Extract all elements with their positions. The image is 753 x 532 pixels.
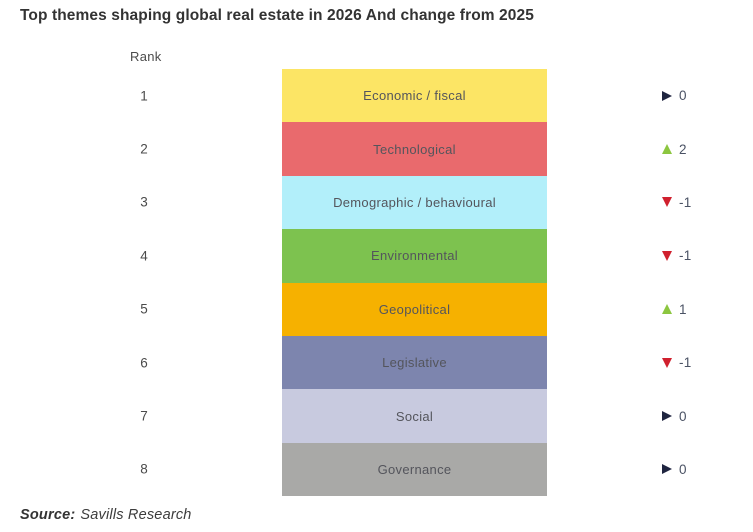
change-value: 0 [679, 88, 687, 104]
change-value: 2 [679, 141, 687, 157]
theme-label: Governance [377, 461, 452, 477]
change-indicator: -1 [662, 176, 692, 229]
rank-label: 8 [140, 461, 148, 477]
theme-bar: Economic / fiscal [282, 69, 547, 123]
theme-label: Geopolitical [378, 301, 451, 317]
theme-row: 2 Technological 2 [0, 122, 753, 176]
change-indicator: -1 [662, 229, 692, 282]
flat-arrow-icon [662, 411, 672, 422]
theme-label: Economic / fiscal [363, 88, 466, 104]
theme-row: 1 Economic / fiscal 0 [0, 69, 753, 123]
change-indicator: 0 [662, 443, 687, 496]
rank-label: 6 [140, 355, 148, 371]
rank-label: 2 [140, 141, 148, 157]
theme-bar: Environmental [282, 229, 547, 283]
theme-row: 5 Geopolitical 1 [0, 282, 753, 336]
change-value: -1 [679, 355, 692, 371]
change-indicator: 0 [662, 69, 687, 122]
rank-label: 7 [140, 408, 148, 424]
up-arrow-icon [662, 304, 672, 315]
rank-label: 1 [140, 88, 148, 104]
change-value: -1 [679, 194, 692, 210]
change-indicator: 2 [662, 122, 687, 175]
flat-arrow-icon [662, 90, 672, 101]
theme-row: 7 Social 0 [0, 389, 753, 443]
change-value: 0 [679, 408, 687, 424]
down-arrow-icon [662, 197, 672, 208]
theme-bar: Demographic / behavioural [282, 175, 547, 230]
flat-arrow-icon [662, 464, 672, 475]
chart-title: Top themes shaping global real estate in… [20, 7, 534, 24]
change-value: 1 [679, 301, 687, 317]
theme-row: 4 Environmental -1 [0, 229, 753, 283]
down-arrow-icon [662, 250, 672, 261]
rank-label: 3 [140, 194, 148, 210]
change-value: -1 [679, 248, 692, 264]
up-arrow-icon [662, 144, 672, 155]
theme-bar: Technological [282, 122, 547, 176]
theme-label: Legislative [382, 355, 447, 371]
theme-row: 6 Legislative -1 [0, 335, 753, 390]
theme-bar: Legislative [282, 335, 547, 390]
source-text: Savills Research [80, 507, 192, 523]
theme-rows: 1 Economic / fiscal 0 2 Technological 2 … [0, 69, 753, 497]
change-value: 0 [679, 461, 687, 477]
theme-bar: Governance [282, 442, 547, 497]
source-note: Source: Savills Research [20, 507, 192, 523]
theme-label: Social [395, 408, 434, 424]
rank-column-header: Rank [130, 49, 162, 64]
change-indicator: 0 [662, 389, 687, 442]
theme-bar: Social [282, 389, 547, 443]
theme-label: Environmental [371, 248, 458, 264]
change-indicator: 1 [662, 283, 687, 336]
source-label: Source: [20, 507, 76, 523]
theme-label: Demographic / behavioural [333, 194, 496, 210]
rank-label: 4 [140, 248, 148, 264]
theme-row: 3 Demographic / behavioural -1 [0, 175, 753, 230]
theme-row: 8 Governance 0 [0, 442, 753, 497]
rank-label: 5 [140, 301, 148, 317]
down-arrow-icon [662, 357, 672, 368]
theme-label: Technological [373, 141, 456, 157]
theme-bar: Geopolitical [282, 282, 547, 336]
change-indicator: -1 [662, 336, 692, 389]
